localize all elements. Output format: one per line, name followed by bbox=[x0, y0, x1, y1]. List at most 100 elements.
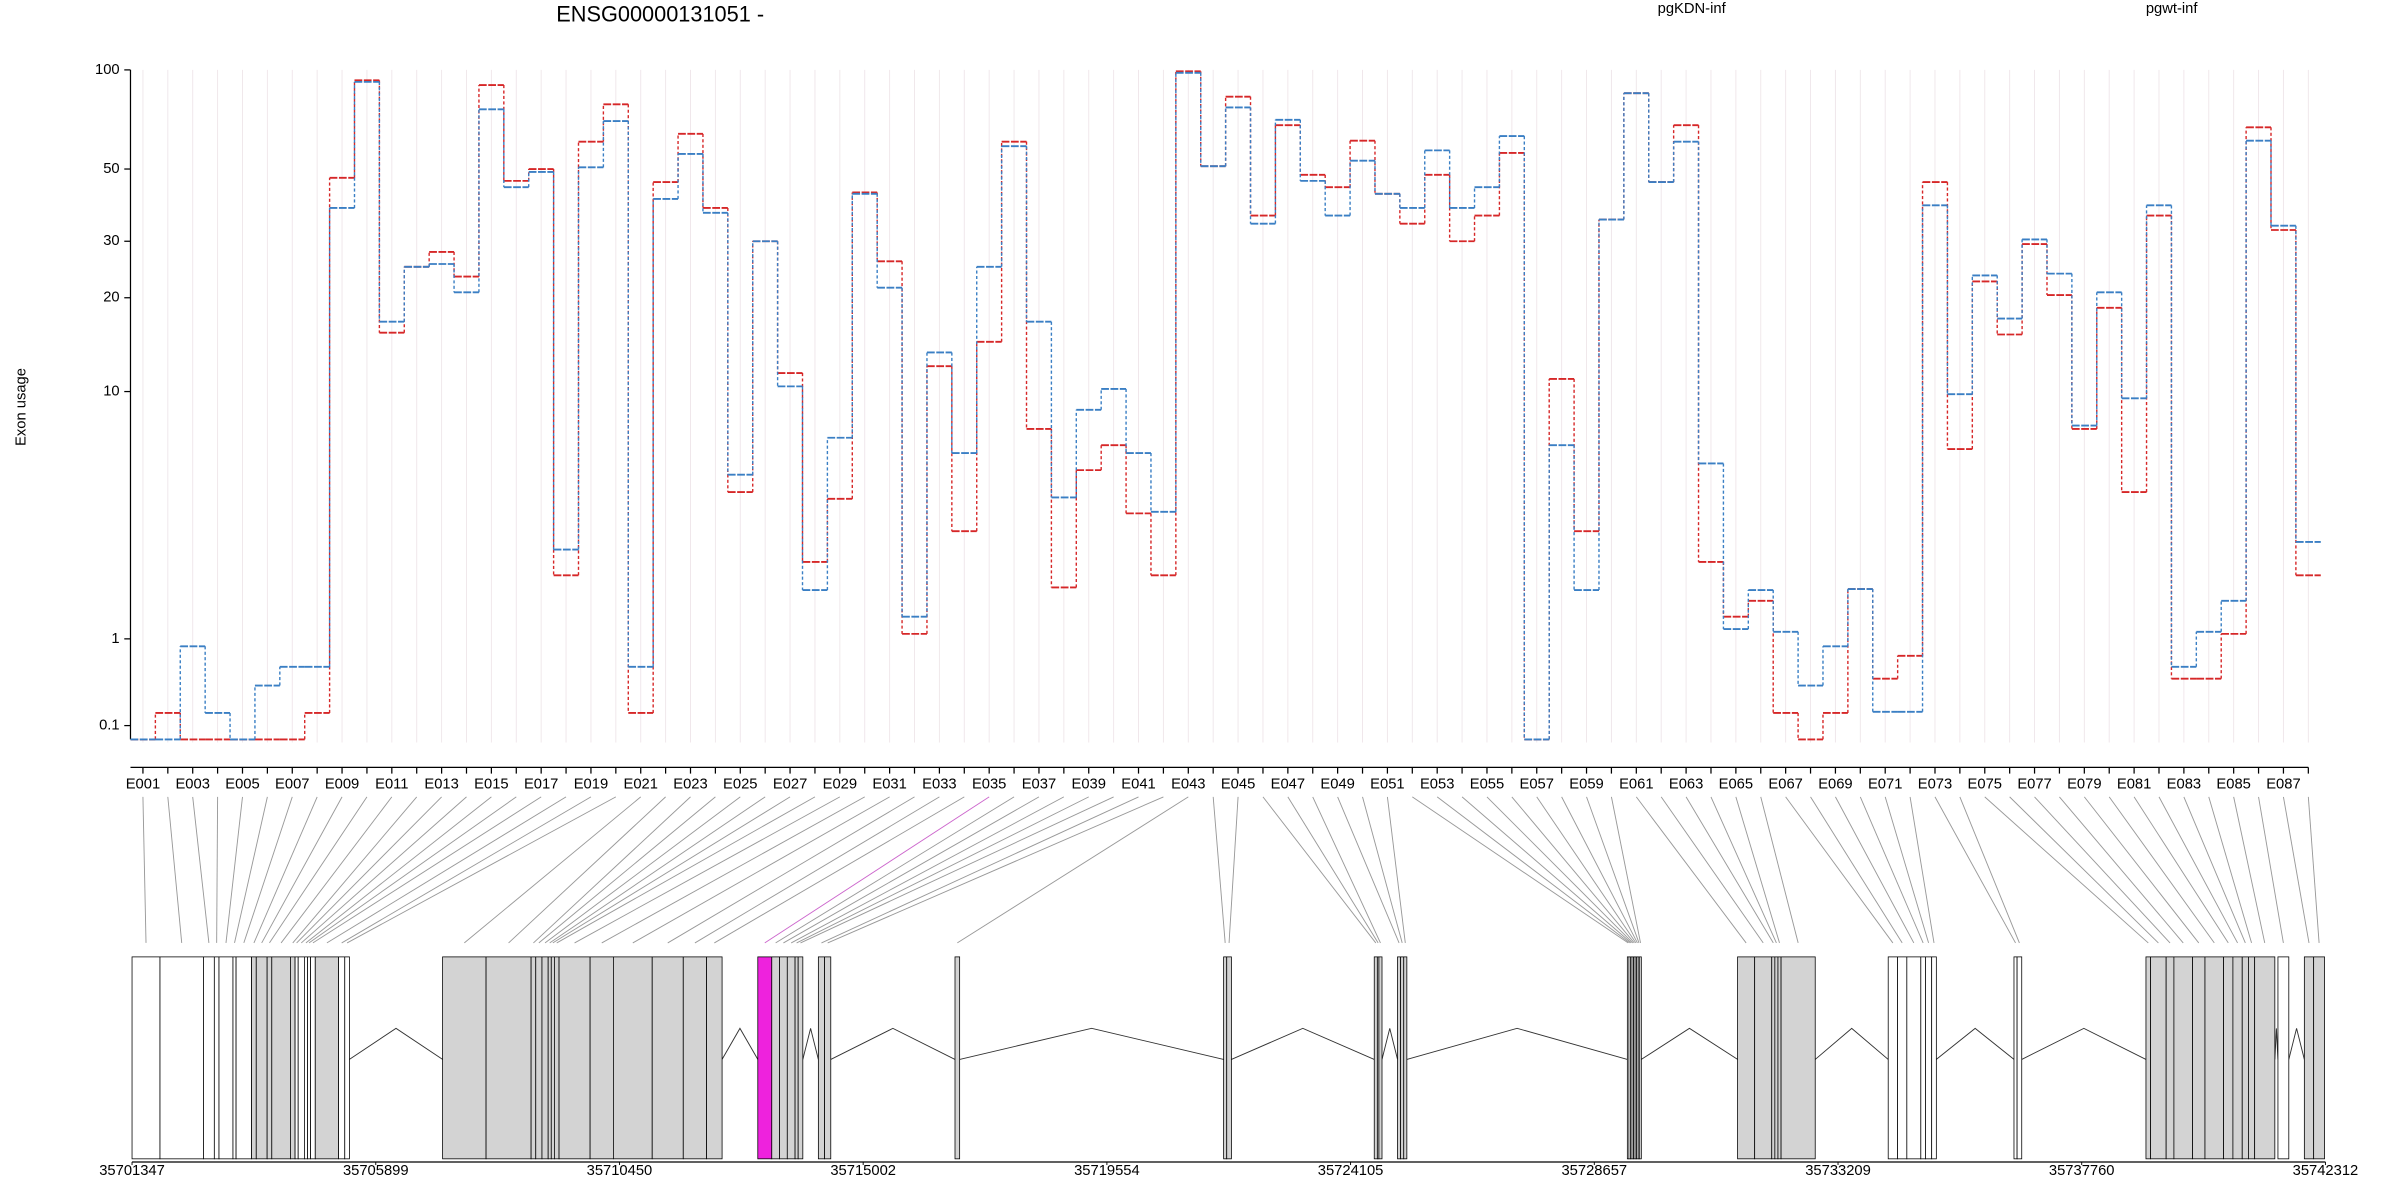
exon-connector bbox=[1586, 796, 1640, 944]
exon-connector bbox=[1486, 796, 1634, 944]
exon-connector bbox=[1685, 796, 1774, 944]
exon-box bbox=[2241, 956, 2249, 1160]
x-tick-label: E077 bbox=[2017, 776, 2051, 792]
x-tick-label: E065 bbox=[1719, 776, 1753, 792]
exon-connector bbox=[667, 796, 915, 944]
exon-box bbox=[954, 956, 961, 1160]
exon-box bbox=[2223, 956, 2234, 1160]
x-tick-label: E087 bbox=[2266, 776, 2300, 792]
exon-box bbox=[442, 956, 487, 1160]
exon-connector bbox=[2083, 796, 2200, 944]
x-tick-label: E061 bbox=[1619, 776, 1653, 792]
exon-box bbox=[706, 956, 723, 1160]
exon-connector bbox=[2158, 796, 2238, 944]
exon-box bbox=[2192, 956, 2206, 1160]
exon-box bbox=[485, 956, 532, 1160]
intron bbox=[721, 1027, 759, 1060]
x-tick-label: E007 bbox=[275, 776, 309, 792]
exon-connector bbox=[1337, 796, 1400, 944]
exon-box bbox=[307, 956, 311, 1160]
exon-box bbox=[1403, 956, 1408, 1160]
exon-box bbox=[757, 956, 773, 1160]
x-tick-label: E023 bbox=[673, 776, 707, 792]
exon-connector bbox=[2208, 796, 2252, 944]
exon-box bbox=[1780, 956, 1816, 1160]
exon-connector bbox=[783, 796, 1040, 944]
x-tick-label: E021 bbox=[623, 776, 657, 792]
exon-connector bbox=[2133, 796, 2229, 944]
exon-box bbox=[203, 956, 215, 1160]
exon-box bbox=[2254, 956, 2276, 1160]
intron bbox=[1231, 1027, 1375, 1060]
exon-connector bbox=[1386, 796, 1406, 943]
exon-connector bbox=[261, 796, 343, 944]
exon-connector bbox=[790, 796, 1065, 944]
y-tick-label: 1 bbox=[111, 631, 119, 647]
x-tick-label: E059 bbox=[1569, 776, 1603, 792]
exon-connector bbox=[1760, 796, 1799, 944]
x-tick-label: E073 bbox=[1918, 776, 1952, 792]
exon-connector bbox=[1959, 796, 2020, 944]
exon-connector bbox=[1735, 796, 1780, 944]
exon-connector bbox=[764, 796, 990, 944]
x-tick-label: E057 bbox=[1520, 776, 1554, 792]
x-tick-label: E013 bbox=[424, 776, 458, 792]
exon-connector bbox=[308, 796, 517, 944]
exon-connector bbox=[167, 796, 183, 943]
x-tick-label: E039 bbox=[1072, 776, 1106, 792]
intron bbox=[2288, 1028, 2305, 1060]
exon-connector bbox=[821, 796, 1139, 944]
x-tick-label: E085 bbox=[2216, 776, 2250, 792]
x-tick-label: E003 bbox=[175, 776, 209, 792]
exon-connector bbox=[2009, 796, 2159, 944]
gene-axis-label: 35701347 bbox=[99, 1163, 165, 1179]
exon-connector bbox=[2258, 796, 2284, 943]
x-tick-label: E009 bbox=[325, 776, 359, 792]
gene-axis-label: 35705899 bbox=[343, 1163, 409, 1179]
exon-box bbox=[232, 956, 237, 1160]
exon-box bbox=[235, 956, 252, 1160]
exon-connector bbox=[216, 796, 219, 943]
exon-box bbox=[1378, 956, 1383, 1160]
exon-box bbox=[338, 956, 346, 1160]
x-tick-label: E017 bbox=[524, 776, 558, 792]
exon-connector bbox=[1228, 796, 1239, 943]
exon-box bbox=[817, 956, 825, 1160]
exon-connector bbox=[549, 796, 766, 944]
x-tick-label: E049 bbox=[1320, 776, 1354, 792]
x-tick-label: E075 bbox=[1968, 776, 2002, 792]
exon-connector bbox=[957, 796, 1189, 944]
exon-connector bbox=[2108, 796, 2215, 944]
exon-box bbox=[1774, 956, 1779, 1160]
exon-connector bbox=[1984, 796, 2149, 944]
exon-box bbox=[218, 956, 234, 1160]
exon-connector bbox=[1312, 796, 1381, 944]
exon-box bbox=[589, 956, 614, 1160]
exon-connector bbox=[800, 796, 1114, 944]
x-tick-label: E031 bbox=[872, 776, 906, 792]
exon-connector bbox=[2183, 796, 2246, 944]
exon-connector bbox=[2282, 796, 2310, 943]
x-tick-label: E027 bbox=[773, 776, 807, 792]
exon-connector bbox=[292, 796, 418, 944]
exon-box bbox=[786, 956, 796, 1160]
exon-connector bbox=[1835, 796, 1915, 944]
exon-box bbox=[2277, 956, 2290, 1160]
x-tick-label: E047 bbox=[1271, 776, 1305, 792]
exon-connector bbox=[1909, 796, 1935, 943]
x-tick-label: E069 bbox=[1818, 776, 1852, 792]
exon-connector bbox=[142, 796, 147, 943]
exon-box bbox=[255, 956, 268, 1160]
exon-box bbox=[251, 956, 257, 1160]
intron bbox=[1381, 1028, 1398, 1060]
exon-box bbox=[1373, 956, 1378, 1160]
exon-box bbox=[2165, 956, 2175, 1160]
exon-box bbox=[2016, 956, 2023, 1160]
x-tick-label: E035 bbox=[972, 776, 1006, 792]
exon-connector bbox=[1635, 796, 1747, 944]
exon-connector bbox=[2059, 796, 2184, 944]
x-tick-label: E063 bbox=[1669, 776, 1703, 792]
intron bbox=[802, 1028, 819, 1060]
gene-axis-label: 35715002 bbox=[830, 1163, 896, 1179]
